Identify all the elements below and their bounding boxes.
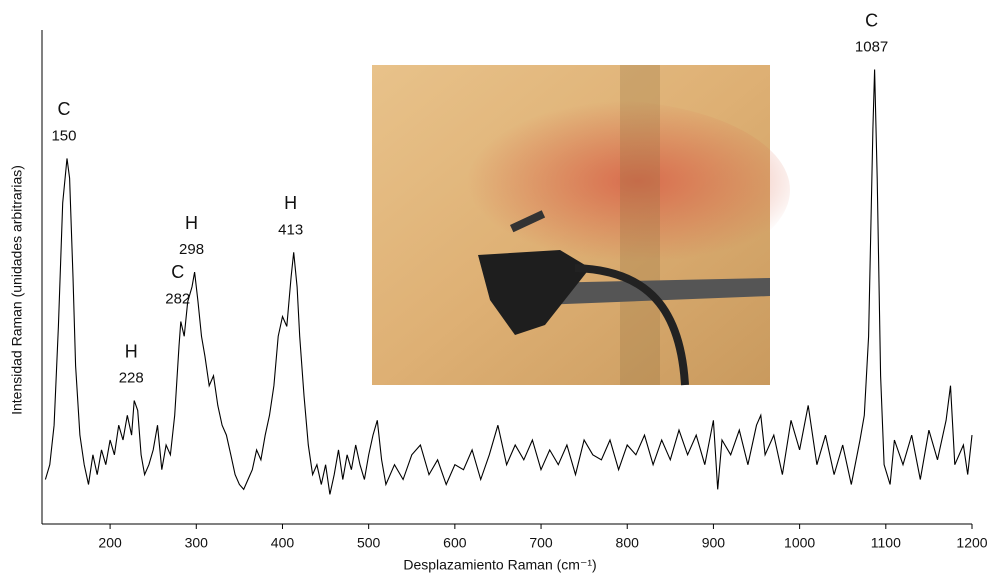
x-tick-label: 400 — [271, 535, 295, 551]
peak-letter: H — [125, 341, 138, 361]
x-tick-label: 1200 — [956, 535, 987, 551]
peak-position: 1087 — [855, 38, 888, 55]
x-axis-label: Desplazamiento Raman (cm⁻¹) — [403, 557, 596, 573]
x-tick-label: 900 — [702, 535, 726, 551]
spectrum-line — [44, 69, 973, 495]
x-tick-label: 300 — [185, 535, 209, 551]
x-tick-label: 700 — [529, 535, 553, 551]
x-tick-label: 800 — [616, 535, 640, 551]
x-tick-label: 1100 — [871, 535, 901, 551]
peak-position: 282 — [165, 290, 190, 307]
peak-letter: C — [57, 99, 70, 119]
peak-position: 228 — [119, 369, 144, 386]
peak-letter: C — [171, 262, 184, 282]
peak-letter: H — [284, 193, 297, 213]
y-axis-label: Intensidad Raman (unidades arbitrarias) — [9, 165, 25, 415]
x-tick-label: 200 — [98, 535, 122, 551]
peak-position: 150 — [51, 127, 76, 144]
inset-photo — [372, 65, 790, 386]
x-tick-label: 1000 — [784, 535, 815, 551]
x-tick-label: 600 — [443, 535, 467, 551]
peak-position: 298 — [179, 241, 204, 258]
peak-letter: C — [865, 10, 878, 30]
peak-position: 413 — [278, 221, 303, 238]
peak-letter: H — [185, 213, 198, 233]
x-tick-label: 500 — [357, 535, 381, 551]
